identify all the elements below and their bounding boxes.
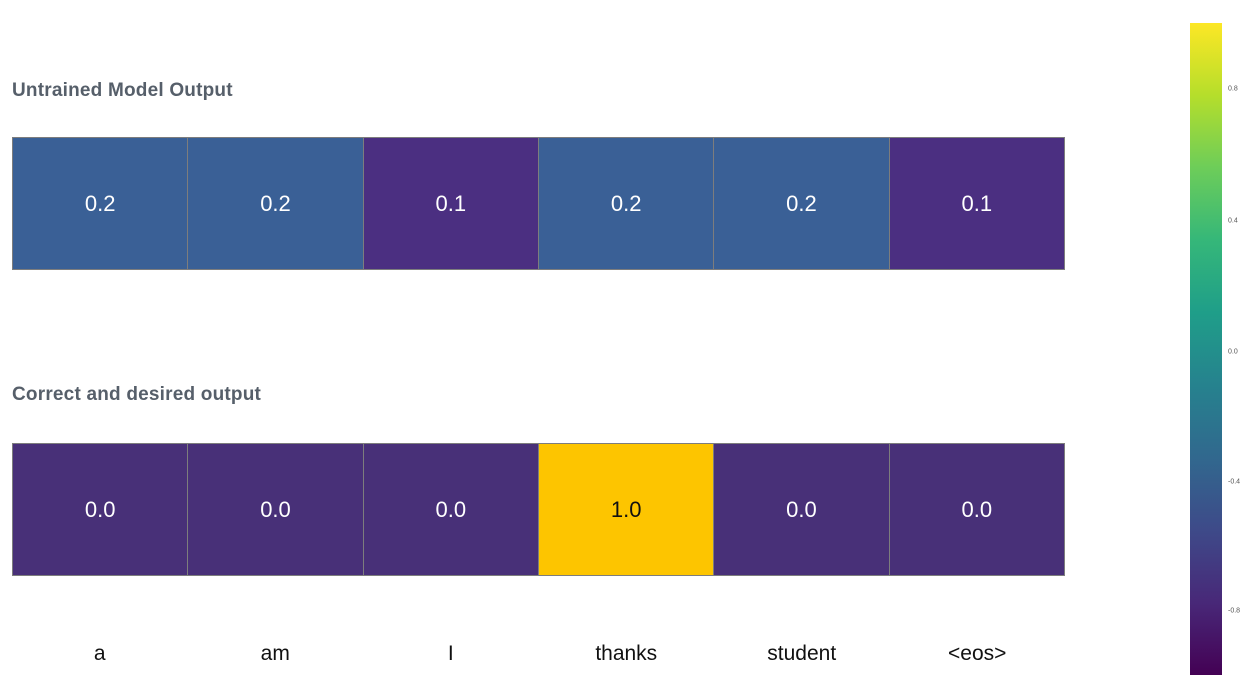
token-label: student bbox=[767, 642, 837, 665]
untrained-output-title: Untrained Model Output bbox=[12, 80, 233, 101]
heatmap-row-untrained: 0.2 0.2 0.1 0.2 0.2 0.1 bbox=[12, 137, 1065, 270]
token-label: I bbox=[447, 642, 454, 665]
heatmap-cell: 0.2 bbox=[538, 138, 715, 269]
heatmap-cell: 1.0 bbox=[538, 444, 715, 575]
heatmap-cell: 0.0 bbox=[714, 444, 890, 575]
heatmap-cell: 0.0 bbox=[188, 444, 364, 575]
heatmap-row-correct: 0.0 0.0 0.0 1.0 0.0 0.0 bbox=[12, 443, 1065, 576]
token-label: <eos> bbox=[948, 642, 1007, 665]
colorbar-tick-label: 0.4 bbox=[1228, 217, 1238, 225]
colorbar-tick-label: 0.8 bbox=[1228, 85, 1238, 93]
token-label: thanks bbox=[595, 642, 658, 665]
heatmap-cell: 0.2 bbox=[714, 138, 890, 269]
correct-output-title: Correct and desired output bbox=[12, 384, 262, 405]
token-label: am bbox=[260, 642, 290, 665]
heatmap-cell: 0.0 bbox=[13, 444, 189, 575]
token-label: a bbox=[93, 642, 106, 665]
colorbar-tick-label: 0.0 bbox=[1228, 348, 1238, 356]
heatmap-cell: 0.0 bbox=[889, 444, 1064, 575]
heatmap-cell: 0.1 bbox=[363, 138, 539, 269]
colorbar: 0.8 0.4 0.0 -0.4 -0.8 bbox=[1190, 23, 1258, 675]
heatmap-cell: 0.2 bbox=[13, 138, 189, 269]
heatmap-cell: 0.0 bbox=[363, 444, 539, 575]
colorbar-gradient bbox=[1190, 23, 1222, 675]
heatmap-cell: 0.1 bbox=[889, 138, 1064, 269]
colorbar-tick-label: -0.4 bbox=[1228, 478, 1241, 486]
colorbar-tick-label: -0.8 bbox=[1228, 607, 1241, 615]
colorbar-ticks: 0.8 0.4 0.0 -0.4 -0.8 bbox=[1228, 23, 1258, 675]
heatmap-cell: 0.2 bbox=[188, 138, 364, 269]
